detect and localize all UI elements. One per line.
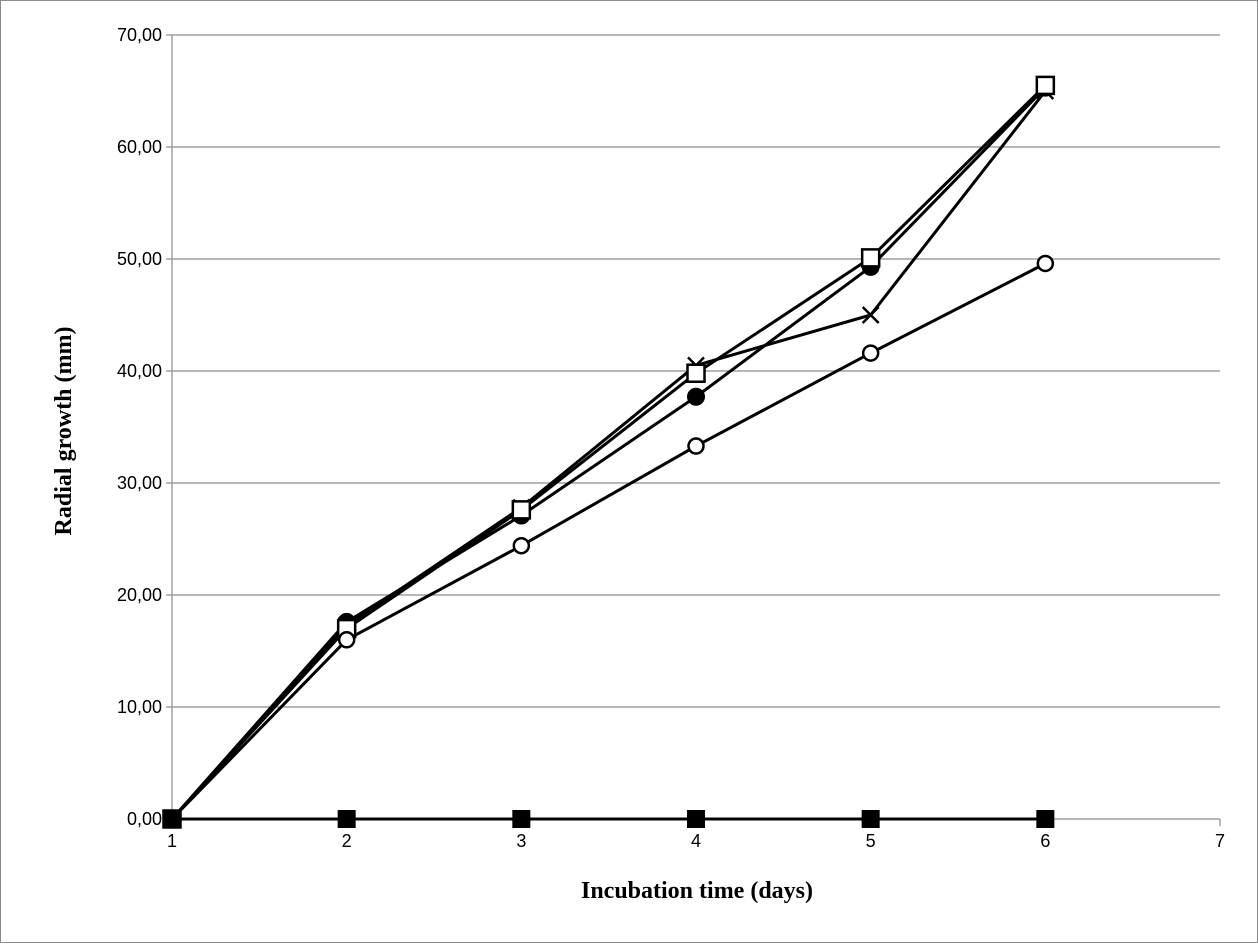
- series-line: [170, 262, 1047, 821]
- point-open-square: [1035, 75, 1056, 96]
- point-open-circle: [861, 344, 880, 362]
- y-tick-label: 50,00: [117, 249, 162, 269]
- point-filled-square: [337, 810, 356, 828]
- point-open-square: [686, 363, 706, 383]
- point-filled-circle: [687, 387, 705, 406]
- point-open-circle: [687, 437, 705, 455]
- point-open-circle: [1036, 254, 1055, 273]
- series-open-square: [162, 75, 1056, 829]
- point-x-cross: [861, 306, 880, 324]
- series-line: [170, 86, 1047, 820]
- x-tick-label: 7: [1215, 831, 1225, 851]
- point-filled-square: [861, 810, 880, 828]
- series-layer: [162, 75, 1056, 829]
- x-tick-label: 6: [1040, 831, 1050, 851]
- point-open-square: [511, 500, 532, 520]
- grid-lines: [172, 34, 1220, 708]
- x-tick-label: 4: [691, 831, 701, 851]
- y-tick-label: 60,00: [117, 137, 162, 157]
- series-filled-square: [163, 810, 1055, 828]
- x-tick-label: 2: [342, 831, 352, 851]
- x-tick-label: 3: [516, 831, 526, 851]
- tick-labels: 0,00 10,00 20,00 30,00 40,00 50,00 60,00 70,00 1…: [117, 25, 1225, 851]
- y-tick-label: 20,00: [117, 585, 162, 605]
- point-open-circle: [512, 536, 531, 555]
- series-line: [170, 90, 1047, 821]
- y-tick-label: 70,00: [117, 25, 162, 45]
- point-filled-square: [512, 810, 531, 828]
- series-open-circle: [163, 254, 1055, 828]
- y-tick-label: 10,00: [117, 697, 162, 717]
- x-tick-label: 1: [167, 831, 177, 851]
- y-tick-label: 40,00: [117, 361, 162, 381]
- y-tick-label: 30,00: [117, 473, 162, 493]
- point-filled-square: [687, 810, 705, 828]
- y-axis-title: Radial growth (mm): [51, 327, 77, 536]
- point-filled-square: [1036, 810, 1055, 828]
- y-tick-label: 0,00: [127, 809, 162, 829]
- point-open-circle: [337, 631, 356, 649]
- series-filled-circle: [163, 78, 1055, 828]
- point-filled-square: [163, 810, 181, 828]
- series-line: [170, 84, 1047, 821]
- point-open-square: [860, 248, 881, 268]
- x-axis-title: Incubation time (days): [581, 878, 813, 904]
- x-tick-label: 5: [866, 831, 876, 851]
